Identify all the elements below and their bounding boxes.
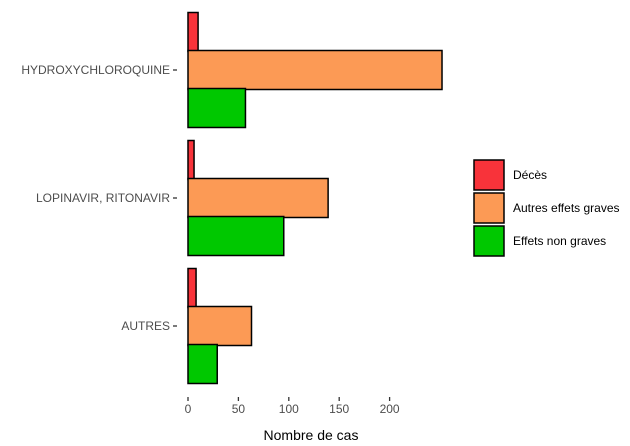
x-tick-label: 0	[185, 402, 192, 416]
x-axis: 0 50 100 150 200	[185, 397, 400, 416]
x-tick-label: 150	[329, 402, 349, 416]
bar	[187, 305, 253, 347]
legend-label: Autres effets graves	[513, 201, 620, 215]
bar	[187, 49, 443, 91]
bar	[187, 343, 218, 385]
legend-key	[473, 159, 505, 191]
legend-key	[473, 192, 505, 224]
legend-key	[473, 225, 505, 257]
y-axis: HYDROXYCHLOROQUINE LOPINAVIR, RITONAVIR AU…	[21, 63, 177, 333]
x-tick-label: 100	[279, 402, 299, 416]
bar	[187, 139, 195, 181]
bar	[187, 11, 199, 53]
legend-label: Effets non graves	[513, 234, 606, 248]
legend-label: Décès	[513, 168, 547, 182]
y-tick-label: HYDROXYCHLOROQUINE	[21, 63, 170, 77]
y-tick-label: AUTRES	[121, 319, 170, 333]
bar	[187, 267, 197, 309]
y-tick-label: LOPINAVIR, RITONAVIR	[36, 191, 170, 205]
bar	[187, 215, 285, 257]
bar	[187, 87, 247, 129]
bars-layer	[187, 11, 443, 385]
x-tick-label: 50	[232, 402, 246, 416]
bar	[187, 177, 329, 219]
legend: Décès Autres effets graves Effets non grav…	[473, 159, 620, 257]
x-tick-label: 200	[380, 402, 400, 416]
x-axis-title: Nombre de cas	[264, 427, 359, 443]
